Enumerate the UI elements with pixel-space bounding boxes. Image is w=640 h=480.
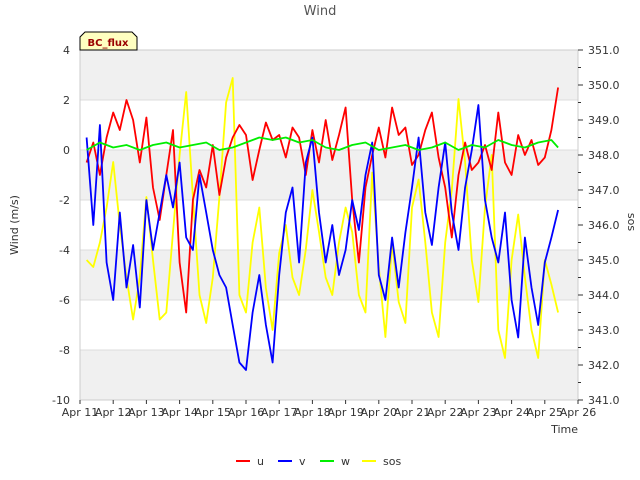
legend: u v w sos [236,455,401,468]
y-axis-label-right: sos [625,213,638,231]
y-tick-label-right: 341.0 [588,394,620,407]
series-line-sos [85,77,559,359]
y-tick-label-right: 346.0 [588,219,620,232]
legend-label-u: u [257,455,264,468]
y-tick-label-right: 351.0 [588,44,620,57]
left-axis-ticks: -10 -8 -6 -4 -2 0 2 4 [52,44,70,407]
station-badge: BC_flux [79,31,138,51]
x-axis-label: Time [550,423,578,436]
legend-label-v: v [299,455,306,468]
x-tick-label: Apr 14 [161,406,198,419]
background-band [80,350,578,400]
chart-title: Wind [304,4,337,19]
y-tick-label-left: -4 [59,244,70,257]
x-tick-label: Apr 25 [527,406,564,419]
legend-label-sos: sos [383,455,401,468]
x-tick-label: Apr 17 [261,406,298,419]
y-tick-label-right: 344.0 [588,289,620,302]
y-tick-label-right: 347.0 [588,184,620,197]
y-tick-label-left: -8 [59,344,70,357]
series-line-v [85,104,559,371]
x-tick-label: Apr 20 [361,406,398,419]
x-tick-label: Apr 22 [427,406,464,419]
y-tick-label-right: 350.0 [588,79,620,92]
legend-label-w: w [341,455,350,468]
y-tick-label-right: 349.0 [588,114,620,127]
y-tick-label-left: -6 [59,294,70,307]
y-tick-label-right: 345.0 [588,254,620,267]
series-line-w [86,136,559,151]
y-axis-label-left: Wind (m/s) [8,195,21,255]
y-tick-label-left: -10 [52,394,70,407]
right-axis-ticks: 341.0 342.0 343.0 344.0 345.0 346.0 347.0 348.0… [578,44,620,407]
x-tick-label: Apr 11 [62,406,99,419]
station-label: BC_flux [88,38,129,49]
x-tick-label: Apr 12 [95,406,132,419]
x-tick-label: Apr 13 [128,406,165,419]
y-tick-label-left: 4 [63,44,70,57]
x-tick-label: Apr 26 [560,406,597,419]
y-tick-label-left: 2 [63,94,70,107]
y-tick-label-right: 342.0 [588,359,620,372]
background-band [80,50,578,100]
x-tick-label: Apr 23 [460,406,497,419]
x-tick-label: Apr 24 [493,406,530,419]
x-tick-label: Apr 18 [294,406,331,419]
x-tick-label: Apr 21 [394,406,431,419]
x-tick-label: Apr 16 [228,406,265,419]
y-tick-label-right: 343.0 [588,324,620,337]
series-layer [85,77,559,371]
x-tick-label: Apr 19 [327,406,364,419]
y-tick-label-left: -2 [59,194,70,207]
x-tick-label: Apr 15 [195,406,232,419]
y-tick-label-left: 0 [63,144,70,157]
y-tick-label-right: 348.0 [588,149,620,162]
